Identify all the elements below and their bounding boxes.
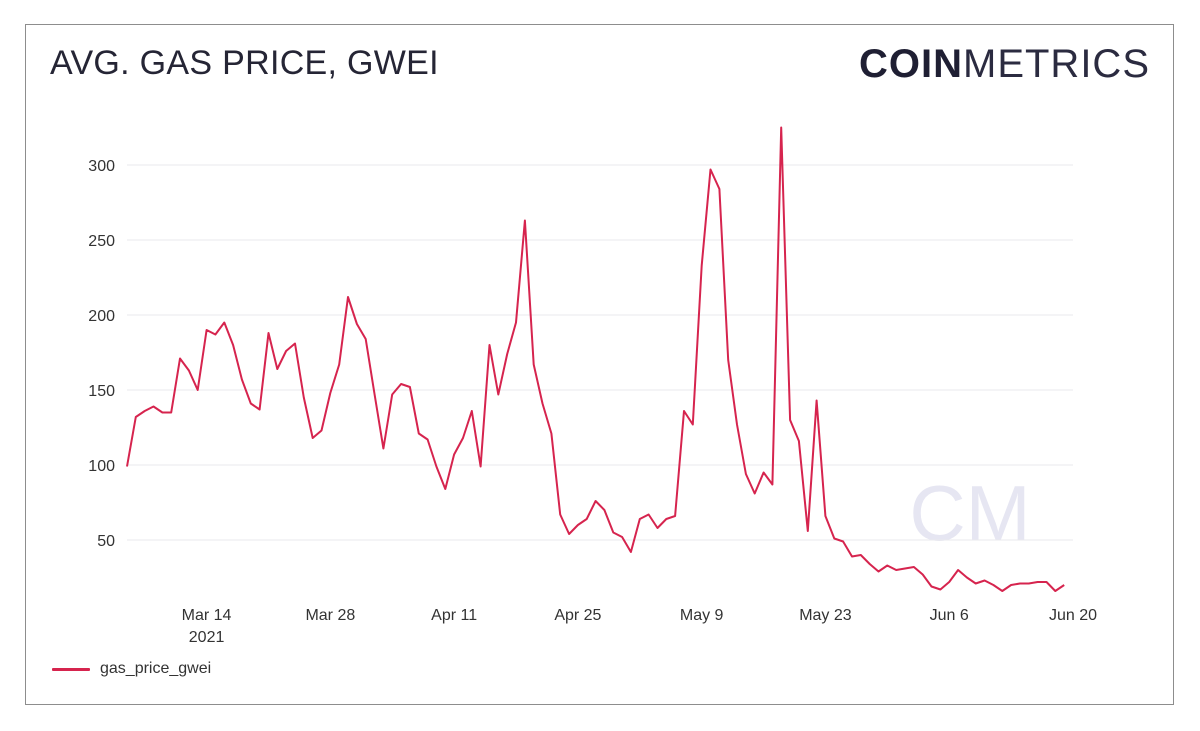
x-tick-label: May 23 (799, 607, 852, 624)
coinmetrics-logo: COINMETRICS (859, 42, 1150, 87)
x-tick-label: Apr 11 (431, 607, 477, 624)
logo-bold-text: COIN (859, 42, 963, 86)
y-tick-label: 200 (88, 308, 115, 325)
watermark-text: CM (909, 469, 1030, 557)
legend-label: gas_price_gwei (100, 660, 212, 677)
series-group (126, 126, 1065, 592)
chart-title: AVG. GAS PRICE, GWEI (50, 44, 439, 82)
y-tick-label: 150 (88, 383, 115, 400)
x-tick-label: Apr 25 (554, 607, 601, 624)
x-tick-sublabel: 2021 (189, 629, 225, 646)
legend[interactable]: gas_price_gwei (52, 660, 211, 678)
y-tick-label: 250 (88, 233, 115, 250)
grid-lines (127, 164, 1073, 541)
cm-watermark: CM (909, 469, 1030, 557)
x-tick-label: Mar 28 (305, 607, 355, 624)
series-line-gas_price_gwei[interactable] (126, 126, 1065, 592)
x-axis: Mar 14 2021 Mar 28 Apr 11 Apr 25 May 9 May 23 J… (182, 607, 1097, 646)
logo-light-text: METRICS (963, 42, 1150, 86)
x-tick-label: Jun 20 (1049, 607, 1097, 624)
x-tick-label: Jun 6 (930, 607, 969, 624)
y-axis: 50 100 150 200 250 300 (88, 158, 115, 550)
x-tick-label: May 9 (680, 607, 724, 624)
y-tick-label: 300 (88, 158, 115, 175)
x-tick-label: Mar 14 (182, 607, 232, 624)
y-tick-label: 50 (97, 533, 115, 550)
y-tick-label: 100 (88, 458, 115, 475)
legend-swatch (52, 667, 90, 671)
chart-frame (25, 24, 1174, 705)
